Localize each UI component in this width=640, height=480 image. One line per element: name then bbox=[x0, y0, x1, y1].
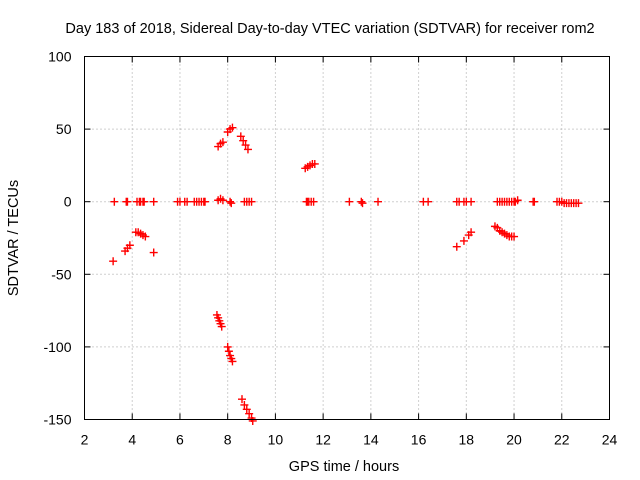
data-point bbox=[310, 159, 319, 168]
data-point bbox=[574, 199, 583, 208]
data-point bbox=[238, 395, 246, 404]
data-point bbox=[424, 197, 433, 206]
y-axis-title: SDTVAR / TECUs bbox=[6, 180, 22, 296]
x-tick-label: 20 bbox=[506, 432, 522, 448]
x-tick-label: 8 bbox=[224, 432, 232, 448]
data-point bbox=[452, 242, 461, 251]
data-point bbox=[358, 199, 367, 208]
y-tick-label: -50 bbox=[51, 266, 71, 282]
plot-frame bbox=[84, 56, 610, 420]
data-point bbox=[513, 196, 522, 205]
data-point bbox=[223, 342, 232, 351]
y-tick-label: -150 bbox=[43, 412, 71, 428]
data-point bbox=[141, 232, 150, 241]
data-point bbox=[140, 197, 149, 206]
chart-title: Day 183 of 2018, Sidereal Day-to-day VTE… bbox=[65, 21, 594, 37]
data-point bbox=[530, 197, 539, 206]
x-tick-label: 14 bbox=[363, 432, 379, 448]
y-tick-label: 0 bbox=[64, 194, 72, 210]
data-point bbox=[345, 197, 354, 206]
data-point bbox=[459, 236, 468, 245]
data-point bbox=[228, 357, 237, 366]
data-point bbox=[149, 197, 158, 206]
x-tick-label: 22 bbox=[554, 432, 570, 448]
data-point bbox=[218, 138, 227, 147]
data-point bbox=[510, 232, 519, 241]
data-point bbox=[183, 197, 192, 206]
data-point bbox=[241, 141, 250, 150]
x-tick-label: 10 bbox=[268, 432, 284, 448]
grid-lines bbox=[84, 56, 610, 420]
data-point bbox=[243, 145, 252, 154]
data-point bbox=[239, 136, 248, 145]
data-point bbox=[309, 197, 318, 206]
x-tick-label: 18 bbox=[459, 432, 475, 448]
data-points bbox=[109, 123, 583, 425]
x-tick-label: 16 bbox=[411, 432, 427, 448]
data-point bbox=[240, 400, 249, 409]
data-point bbox=[247, 197, 256, 206]
data-point bbox=[218, 196, 227, 205]
data-point bbox=[248, 416, 257, 425]
data-point bbox=[226, 197, 235, 206]
data-point bbox=[125, 241, 134, 250]
x-tick-label: 4 bbox=[128, 432, 136, 448]
data-point bbox=[224, 347, 233, 356]
data-point bbox=[228, 123, 237, 132]
data-point bbox=[357, 197, 366, 206]
data-point bbox=[123, 197, 132, 206]
y-tick-label: 50 bbox=[56, 121, 72, 137]
data-point bbox=[236, 132, 245, 141]
data-point bbox=[110, 197, 119, 206]
data-point bbox=[149, 248, 158, 257]
data-point bbox=[374, 197, 383, 206]
y-tick-label: 100 bbox=[48, 49, 72, 65]
x-tick-label: 24 bbox=[602, 432, 618, 448]
data-point bbox=[242, 405, 251, 414]
data-point bbox=[227, 199, 236, 208]
data-point bbox=[201, 197, 210, 206]
data-point bbox=[109, 257, 118, 266]
y-tick-label: -100 bbox=[43, 339, 71, 355]
x-tick-label: 6 bbox=[176, 432, 184, 448]
x-tick-label: 12 bbox=[315, 432, 331, 448]
data-point bbox=[217, 322, 226, 331]
data-point bbox=[467, 228, 476, 237]
data-point bbox=[467, 197, 476, 206]
data-point bbox=[245, 409, 254, 418]
x-axis-title: GPS time / hours bbox=[289, 459, 399, 475]
x-tick-label: 2 bbox=[81, 432, 89, 448]
